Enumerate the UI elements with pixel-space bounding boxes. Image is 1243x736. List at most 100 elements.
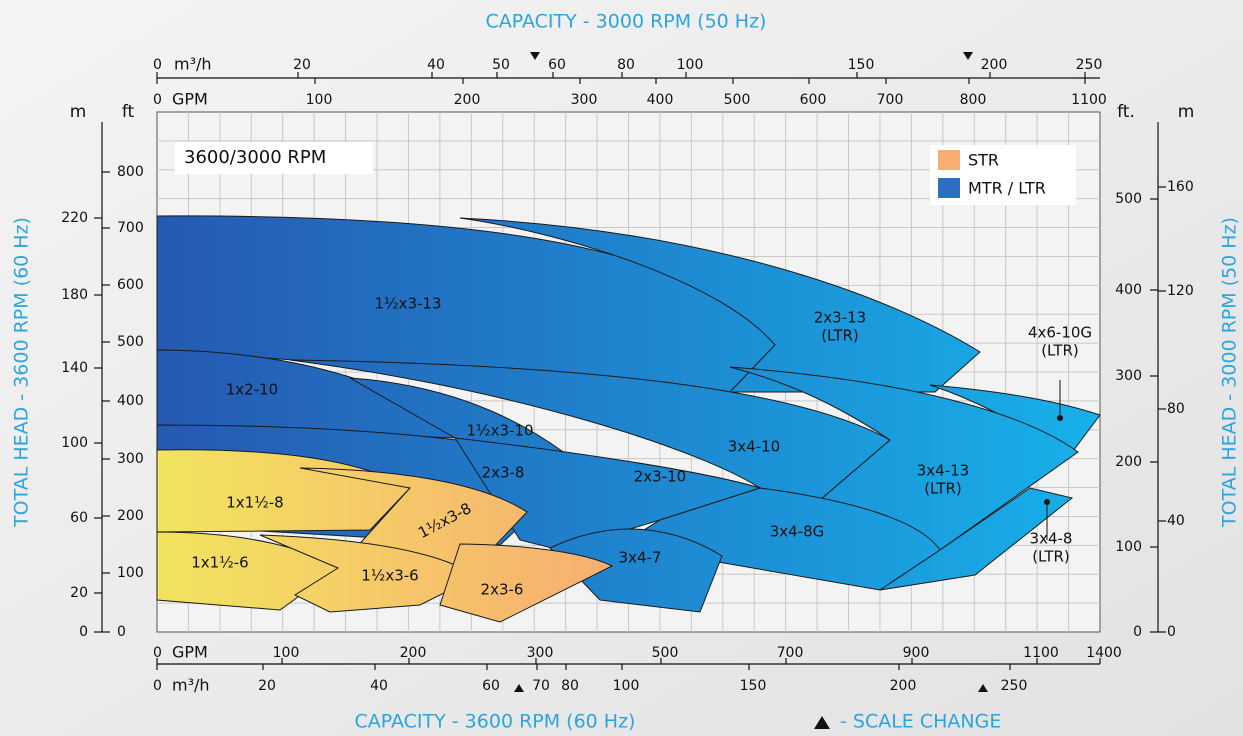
tick-label: 0 bbox=[79, 624, 88, 640]
inset-label: 3600/3000 RPM bbox=[184, 147, 326, 168]
tick-label: 200 bbox=[117, 508, 144, 524]
tick-label: 150 bbox=[848, 57, 875, 73]
tick-label: 80 bbox=[1167, 401, 1185, 417]
tick-label: 100 bbox=[1115, 539, 1142, 555]
tick-label: 1100 bbox=[1071, 92, 1107, 108]
right-title: TOTAL HEAD - 3000 RPM (50 Hz) bbox=[1219, 217, 1241, 528]
legend-label: MTR / LTR bbox=[968, 179, 1046, 198]
tick-label: 80 bbox=[617, 57, 635, 73]
tick-label: 100 bbox=[613, 678, 640, 694]
tick-label: 400 bbox=[647, 92, 674, 108]
tick-label: 40 bbox=[427, 57, 445, 73]
tick-label: 300 bbox=[527, 645, 554, 661]
region-shape bbox=[879, 487, 1074, 591]
scale-change-icon bbox=[530, 52, 540, 60]
tick-label: 0 bbox=[153, 645, 162, 661]
tick-label: 80 bbox=[561, 678, 579, 694]
region-label: 2x3-8 bbox=[482, 464, 525, 482]
region-note: (LTR) bbox=[1032, 548, 1070, 566]
region-label: 1x1½-8 bbox=[226, 494, 283, 512]
region-label: 3x4-13 bbox=[917, 462, 969, 480]
tick-label: 20 bbox=[70, 585, 88, 601]
region-note: (LTR) bbox=[924, 480, 962, 498]
tick-label: 1400 bbox=[1086, 645, 1122, 661]
tick-label: 100 bbox=[677, 57, 704, 73]
tick-label: 0 bbox=[117, 624, 126, 640]
axis-unit: m bbox=[70, 102, 87, 122]
region-shape bbox=[259, 534, 480, 613]
tick-label: 500 bbox=[117, 334, 144, 350]
tick-label: 500 bbox=[652, 645, 679, 661]
region-label: 3x4-8G bbox=[770, 523, 825, 541]
axis-unit: m³/h bbox=[174, 55, 212, 74]
tick-label: 100 bbox=[273, 645, 300, 661]
tick-label: 20 bbox=[293, 57, 311, 73]
tick-label: 600 bbox=[800, 92, 827, 108]
scale-change-icon bbox=[514, 684, 524, 692]
tick-label: 700 bbox=[117, 220, 144, 236]
region-shape bbox=[549, 528, 723, 613]
region-label: 1½x3-10 bbox=[466, 422, 533, 440]
axis-unit: m³/h bbox=[172, 676, 210, 695]
tick-label: 150 bbox=[740, 678, 767, 694]
tick-label: 250 bbox=[1076, 57, 1103, 73]
scale-change-icon bbox=[978, 684, 988, 692]
region-label: 3x4-8 bbox=[1030, 530, 1073, 548]
tick-label: 180 bbox=[61, 287, 88, 303]
region-label: 1½x3-13 bbox=[374, 295, 441, 313]
region-label: 4x6-10G bbox=[1028, 324, 1092, 342]
tick-label: 200 bbox=[981, 57, 1008, 73]
top-title: CAPACITY - 3000 RPM (50 Hz) bbox=[486, 11, 767, 33]
tick-label: 700 bbox=[877, 92, 904, 108]
tick-label: 50 bbox=[492, 57, 510, 73]
tick-label: 0 bbox=[1133, 624, 1142, 640]
tick-label: 220 bbox=[61, 210, 88, 226]
scale-change-icon bbox=[814, 716, 830, 729]
tick-label: 500 bbox=[724, 92, 751, 108]
axis-unit: m bbox=[1178, 102, 1195, 122]
tick-label: 400 bbox=[117, 393, 144, 409]
tick-label: 100 bbox=[61, 435, 88, 451]
axis-unit: GPM bbox=[172, 90, 208, 109]
tick-label: 300 bbox=[117, 451, 144, 467]
tick-label: 600 bbox=[117, 277, 144, 293]
tick-label: 800 bbox=[117, 164, 144, 180]
region-label: 1x2-10 bbox=[226, 381, 278, 399]
region-note: (LTR) bbox=[821, 327, 859, 345]
tick-label: 200 bbox=[1115, 454, 1142, 470]
tick-label: 400 bbox=[1115, 282, 1142, 298]
tick-label: 70 bbox=[532, 678, 550, 694]
tick-label: 40 bbox=[370, 678, 388, 694]
axis-unit: ft bbox=[122, 102, 135, 122]
leader-dot bbox=[1057, 415, 1063, 421]
bottom-title: CAPACITY - 3600 RPM (60 Hz) bbox=[355, 711, 636, 733]
tick-label: 60 bbox=[70, 510, 88, 526]
tick-label: 120 bbox=[1167, 283, 1194, 299]
scale-change-icon bbox=[963, 52, 973, 60]
scale-change-label: - SCALE CHANGE bbox=[840, 711, 1001, 733]
tick-label: 60 bbox=[482, 678, 500, 694]
tick-label: 800 bbox=[960, 92, 987, 108]
region-label: 2x3-13 bbox=[814, 309, 866, 327]
tick-label: 300 bbox=[1115, 368, 1142, 384]
tick-label: 700 bbox=[777, 645, 804, 661]
region-label: 1x1½-6 bbox=[191, 554, 248, 572]
tick-label: 0 bbox=[153, 92, 162, 108]
region-shape bbox=[729, 366, 1079, 551]
tick-label: 200 bbox=[400, 645, 427, 661]
tick-label: 200 bbox=[890, 678, 917, 694]
tick-label: 200 bbox=[454, 92, 481, 108]
tick-label: 250 bbox=[1001, 678, 1028, 694]
inset-box bbox=[175, 142, 373, 174]
regions bbox=[156, 215, 1101, 623]
region-label: 2x3-6 bbox=[481, 581, 524, 599]
tick-label: 100 bbox=[117, 565, 144, 581]
region-label: 1½x3-6 bbox=[361, 567, 418, 585]
region-label: 3x4-7 bbox=[619, 549, 662, 567]
region-shape bbox=[439, 543, 614, 623]
legend-label: STR bbox=[968, 151, 999, 170]
tick-label: 0 bbox=[153, 57, 162, 73]
region-label: 2x3-10 bbox=[634, 468, 686, 486]
